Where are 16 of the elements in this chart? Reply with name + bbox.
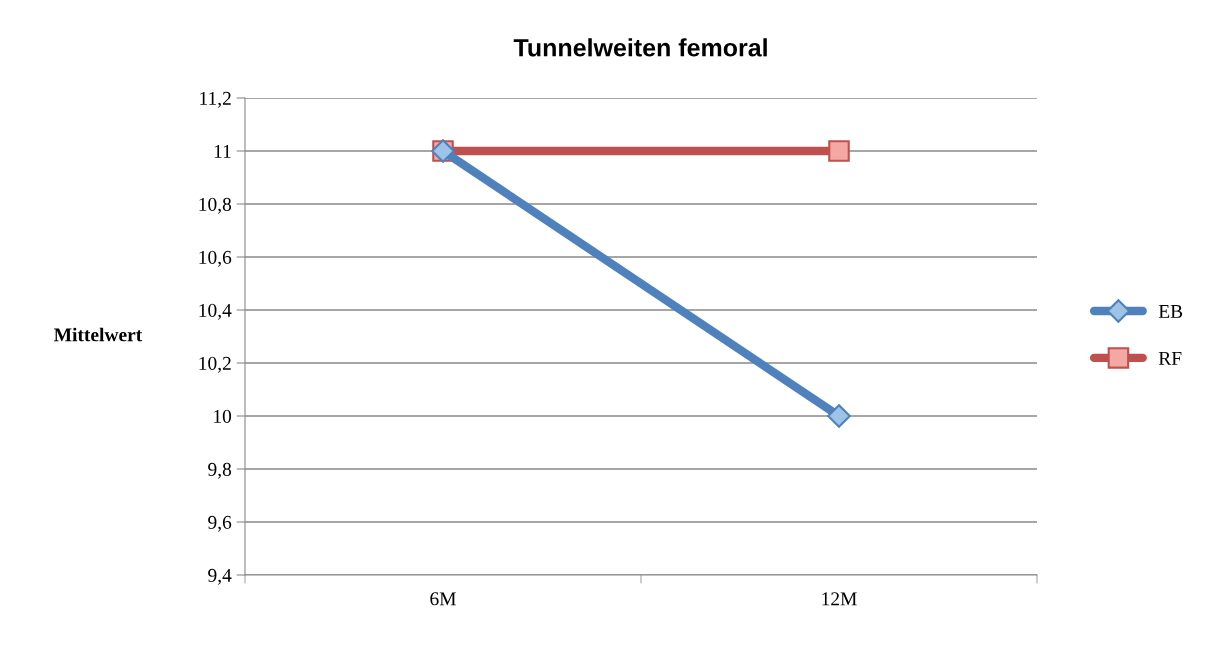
y-tick-label: 9,4 [208,568,232,585]
y-tick-label: 9,6 [208,515,232,532]
legend-label: EB [1158,305,1183,318]
y-tick-label: 11 [214,144,231,158]
x-tick-label: 6M [430,592,456,606]
y-tick-label: 10 [214,409,232,423]
y-axis-title: Mittelwert [54,327,143,342]
y-tick-label: 10,8 [199,197,232,214]
y-tick-label: 10,4 [199,303,232,320]
x-tick-label: 12M [822,592,857,606]
legend-label: RF [1158,351,1182,365]
y-tick-label: 10,2 [199,356,231,373]
chart-title: Tunnelweiten femoral [513,38,767,57]
y-tick-label: 10,6 [199,250,232,267]
y-tick-label: 11,2 [200,91,231,108]
y-tick-label: 9,8 [208,462,232,479]
